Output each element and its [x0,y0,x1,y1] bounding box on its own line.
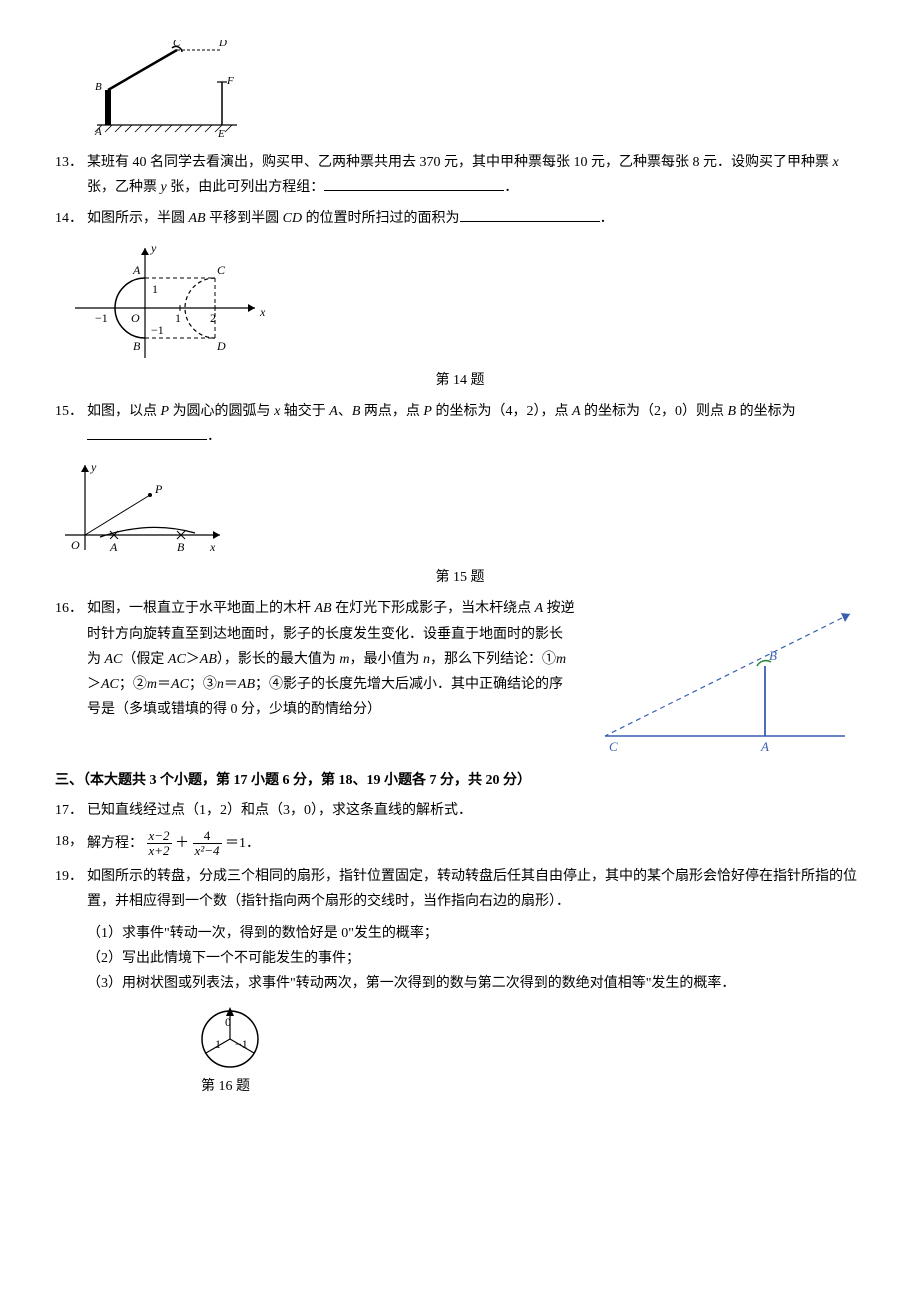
svg-text:0: 0 [225,1015,231,1029]
svg-text:D: D [216,339,226,353]
qnum-18: 18， [55,829,87,859]
svg-text:y: y [150,241,157,255]
svg-text:B: B [769,648,777,663]
q19-sub1: （1）求事件"转动一次，得到的数恰好是 0"发生的概率； [55,921,865,946]
svg-text:B: B [177,540,185,554]
label-B: B [95,81,102,93]
svg-text:y: y [90,460,97,474]
qbody-16: B A C 如图，一根直立于水平地面上的木杆 AB 在灯光下形成影子，当木杆绕点… [87,596,865,756]
question-15: 15． 如图，以点 P 为圆心的圆弧与 x 轴交于 A、B 两点，点 P 的坐标… [55,399,865,449]
svg-text:A: A [109,540,118,554]
svg-text:O: O [131,311,140,325]
svg-text:A: A [760,739,769,754]
label-F: F [226,75,234,87]
qbody-18: 解方程： x−2x+2 ＋ 4x²−4 ＝1． [87,829,865,859]
svg-text:A: A [132,263,141,277]
question-14: 14． 如图所示，半圆 AB 平移到半圆 CD 的位置时所扫过的面积为 ． [55,206,865,231]
qbody-19: 如图所示的转盘，分成三个相同的扇形，指针位置固定，转动转盘后任其自由停止，其中的… [87,864,865,914]
svg-text:C: C [609,739,618,754]
svg-text:2: 2 [210,311,216,325]
question-13: 13． 某班有 40 名同学去看演出，购买甲、乙两种票共用去 370 元，其中甲… [55,150,865,200]
frac1: x−2x+2 [147,829,172,859]
section-3-header: 三、（本大题共 3 个小题，第 17 小题 6 分，第 18、19 小题各 7 … [55,768,865,793]
qnum-16: 16． [55,596,87,756]
svg-text:1: 1 [152,282,158,296]
fig-q15: O A B P x y 第 15 题 [55,455,865,590]
question-19: 19． 如图所示的转盘，分成三个相同的扇形，指针位置固定，转动转盘后任其自由停止… [55,864,865,914]
q14-text-a: 如图所示，半圆 [87,211,189,226]
q13-blank [324,176,504,191]
fig-q12: A B C D E F [87,40,865,140]
q15-blank [87,425,207,440]
q13-text-a: 某班有 40 名同学去看演出，购买甲、乙两种票共用去 370 元，其中甲种票每张… [87,155,833,170]
fig-q19: 0 1 −1 第 16 题 [55,1004,865,1099]
q19-sub2: （2）写出此情境下一个不可能发生的事件； [55,946,865,971]
svg-text:B: B [133,339,141,353]
svg-text:1: 1 [175,311,181,325]
q19-sub3: （3）用树状图或列表法，求事件"转动两次，第一次得到的数与第二次得到的数绝对值相… [55,971,865,996]
fig-q14-caption: 第 14 题 [55,368,865,393]
q13-x: x [833,155,839,170]
qbody-14: 如图所示，半圆 AB 平移到半圆 CD 的位置时所扫过的面积为 ． [87,206,865,231]
qnum-19: 19． [55,864,87,914]
qnum-15: 15． [55,399,87,449]
q14-blank [460,207,600,222]
qnum-14: 14． [55,206,87,231]
qnum-17: 17． [55,798,87,823]
fig-q14: A B C D O x y 1 1 2 −1 −1 第 14 题 [55,238,865,393]
question-17: 17． 已知直线经过点（1，2）和点（3，0），求这条直线的解析式． [55,798,865,823]
question-18: 18， 解方程： x−2x+2 ＋ 4x²−4 ＝1． [55,829,865,859]
q14-ab: AB [189,211,206,226]
fig-q16: B A C [585,596,865,756]
q14-text-c: 的位置时所扫过的面积为 [302,211,460,226]
svg-text:P: P [154,482,163,496]
qbody-17: 已知直线经过点（1，2）和点（3，0），求这条直线的解析式． [87,798,865,823]
q13-text-b: 张，乙种票 [87,180,161,195]
svg-text:−1: −1 [95,311,108,325]
q14-text-b: 平移到半圆 [206,211,283,226]
frac2: 4x²−4 [193,829,222,859]
qbody-13: 某班有 40 名同学去看演出，购买甲、乙两种票共用去 370 元，其中甲种票每张… [87,150,865,200]
fig-q19-caption: 第 16 题 [195,1074,865,1099]
q14-text-d: ． [600,211,614,226]
label-D: D [218,40,227,49]
label-C: C [173,40,181,49]
question-16: 16． B A C 如图，一根直立于水平地面上的木杆 AB 在灯光下形成影子，当… [55,596,865,756]
qnum-13: 13． [55,150,87,200]
svg-text:−1: −1 [235,1037,248,1051]
qbody-15: 如图，以点 P 为圆心的圆弧与 x 轴交于 A、B 两点，点 P 的坐标为（4，… [87,399,865,449]
q14-cd: CD [283,211,302,226]
q13-text-d: ． [504,180,518,195]
label-A: A [94,126,102,138]
svg-text:−1: −1 [151,323,164,337]
svg-text:x: x [259,305,266,319]
fig-q15-caption: 第 15 题 [55,565,865,590]
svg-text:1: 1 [215,1037,221,1051]
svg-text:C: C [217,263,226,277]
q13-text-c: 张，由此可列出方程组： [167,180,325,195]
svg-text:O: O [71,538,80,552]
svg-text:x: x [209,540,216,554]
label-E: E [217,128,225,140]
